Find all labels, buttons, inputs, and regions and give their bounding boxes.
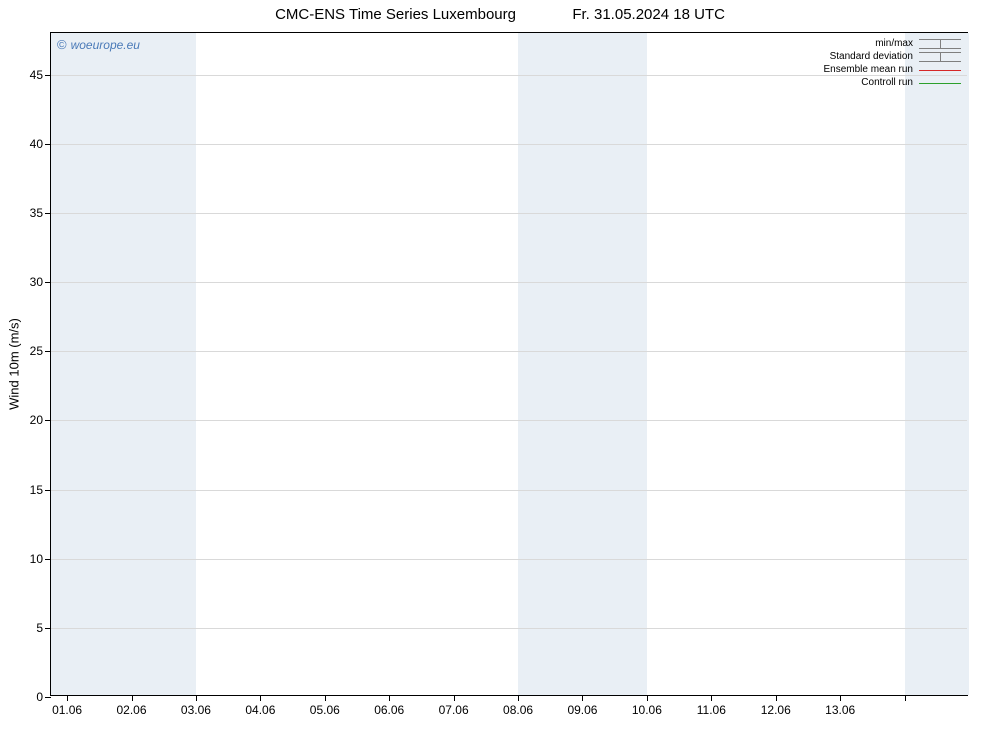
y-tick-mark [45,282,51,283]
legend: min/maxStandard deviationEnsemble mean r… [824,37,962,89]
plot-area: 05101520253035404501.0602.0603.0604.0605… [50,32,968,696]
gridline-horizontal [51,351,967,352]
y-tick-mark [45,628,51,629]
legend-item-label: Ensemble mean run [824,63,914,76]
x-tick-label: 07.06 [439,695,469,717]
gridline-horizontal [51,420,967,421]
legend-item: Controll run [824,76,962,89]
gridline-horizontal [51,144,967,145]
gridline-horizontal [51,282,967,283]
x-tick-label: 09.06 [567,695,597,717]
copyright-icon: © [57,37,67,52]
y-tick-mark [45,213,51,214]
x-tick-label: 10.06 [632,695,662,717]
chart-title-datetime: Fr. 31.05.2024 18 UTC [572,6,725,23]
legend-item-label: Controll run [861,76,913,89]
y-tick-mark [45,144,51,145]
watermark: © woeurope.eu [57,37,140,52]
y-axis-label: Wind 10m (m/s) [7,318,22,410]
y-tick-mark [45,490,51,491]
weekend-band [51,33,196,695]
gridline-horizontal [51,490,967,491]
gridline-horizontal [51,628,967,629]
x-tick-label: 05.06 [310,695,340,717]
gridline-horizontal [51,213,967,214]
y-tick-mark [45,75,51,76]
legend-item-label: min/max [875,37,913,50]
x-tick-label: 02.06 [117,695,147,717]
legend-item-swatch [919,65,961,75]
x-tick-label: 06.06 [374,695,404,717]
y-tick-mark [45,697,51,698]
gridline-horizontal [51,559,967,560]
weekend-band [905,33,969,695]
y-tick-mark [45,559,51,560]
legend-item-swatch [919,78,961,88]
legend-item-label: Standard deviation [830,50,913,63]
legend-item-swatch [919,39,961,49]
x-tick-label: 01.06 [52,695,82,717]
legend-item: Standard deviation [824,50,962,63]
chart-title-row: CMC-ENS Time Series Luxembourg Fr. 31.05… [0,6,1000,23]
y-tick-mark [45,420,51,421]
x-tick-label: 04.06 [245,695,275,717]
x-tick-label: 12.06 [761,695,791,717]
chart-title-main: CMC-ENS Time Series Luxembourg [275,6,516,23]
watermark-text: woeurope.eu [71,38,140,52]
x-tick-label: 03.06 [181,695,211,717]
x-tick-label: 13.06 [825,695,855,717]
x-tick-label: 11.06 [697,695,726,717]
weekend-band [518,33,647,695]
legend-item: min/max [824,37,962,50]
x-tick-mark [905,695,906,701]
legend-item-swatch [919,52,961,62]
y-tick-mark [45,351,51,352]
legend-item: Ensemble mean run [824,63,962,76]
x-tick-label: 08.06 [503,695,533,717]
